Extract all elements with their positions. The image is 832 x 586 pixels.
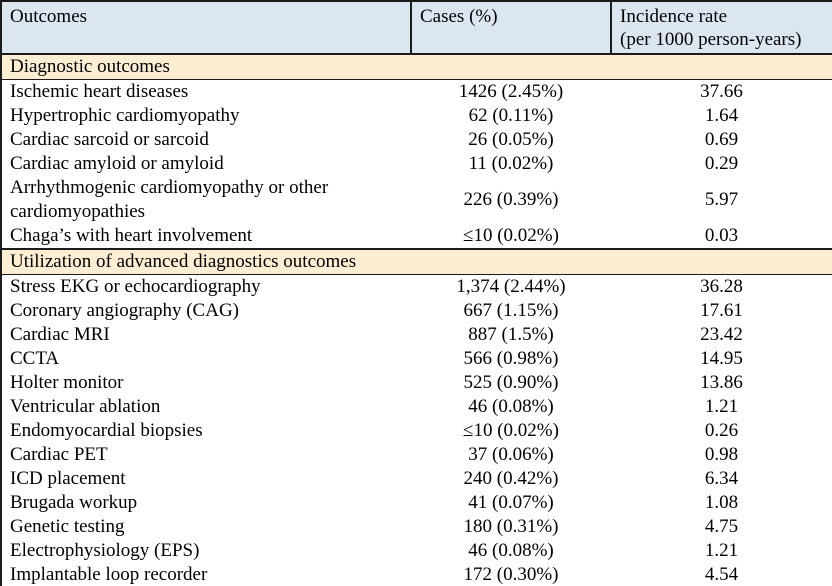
incidence-cell: 0.26	[704, 420, 739, 441]
cases-cell: 240 (0.42%)	[463, 468, 559, 489]
outcome-cell: Ischemic heart diseases	[10, 81, 189, 102]
outcome-cell: Coronary angiography (CAG)	[10, 300, 240, 321]
table-row: Stress EKG or echocardiography 1,374 (2.4…	[1, 275, 832, 300]
outcome-cell: Endomyocardial biopsies	[10, 420, 203, 441]
outcome-cell: CCTA	[10, 348, 60, 369]
header-row: Outcomes Cases (%) Incidence rate (per 1…	[1, 1, 832, 55]
outcome-cell: Electrophysiology (EPS)	[10, 540, 200, 561]
section-title: Utilization of advanced diagnostics outc…	[1, 248, 832, 275]
cases-cell: 226 (0.39%)	[463, 189, 559, 210]
incidence-cell: 36.28	[700, 276, 743, 297]
table-row: Ventricular ablation 46 (0.08%) 1.21	[1, 395, 832, 419]
cases-cell: 62 (0.11%)	[468, 105, 554, 126]
incidence-cell: 1.21	[704, 396, 739, 417]
table-row: Electrophysiology (EPS) 46 (0.08%) 1.21	[1, 539, 832, 563]
table-row: Chaga’s with heart involvement ≤10 (0.02%…	[1, 224, 832, 249]
incidence-cell: 14.95	[700, 348, 743, 369]
table-row: Implantable loop recorder 172 (0.30%) 4.54	[1, 563, 832, 586]
table-row: ICD placement 240 (0.42%) 6.34	[1, 467, 832, 491]
table-row: Coronary angiography (CAG) 667 (1.15%) 17.…	[1, 299, 832, 323]
table-row: Cardiac PET 37 (0.06%) 0.98	[1, 443, 832, 467]
incidence-rate-label: Incidence rate	[620, 6, 728, 27]
cases-cell: ≤10 (0.02%)	[463, 225, 559, 246]
cases-cell: 26 (0.05%)	[468, 129, 554, 150]
outcome-cell: Cardiac MRI	[10, 324, 110, 345]
table-row: Holter monitor 525 (0.90%) 13.86	[1, 371, 832, 395]
table-body: Diagnostic outcomes Ischemic heart diseas…	[1, 53, 832, 586]
table-row: Cardiac sarcoid or sarcoid 26 (0.05%) 0.69	[1, 128, 832, 152]
section-title: Diagnostic outcomes	[1, 53, 832, 80]
cases-cell: 525 (0.90%)	[463, 372, 559, 393]
cases-cell: 37 (0.06%)	[468, 444, 554, 465]
incidence-cell: 0.98	[704, 444, 739, 465]
outcome-cell: Cardiac sarcoid or sarcoid	[10, 129, 209, 150]
table-row: Cardiac MRI 887 (1.5%) 23.42	[1, 323, 832, 347]
table-row: Ischemic heart diseases 1426 (2.45%) 37.66	[1, 80, 832, 105]
cases-cell: 41 (0.07%)	[468, 492, 554, 513]
incidence-cell: 0.69	[704, 129, 739, 150]
cases-cell: 1426 (2.45%)	[458, 81, 564, 102]
column-header-incidence-rate: Incidence rate (per 1000 person-years)	[610, 1, 832, 55]
cases-cell: 180 (0.31%)	[463, 516, 559, 537]
incidence-cell: 5.97	[704, 189, 739, 210]
outcome-cell: Chaga’s with heart involvement	[10, 225, 253, 246]
outcome-cell: Cardiac amyloid or amyloid	[10, 153, 224, 174]
column-header-outcomes: Outcomes	[1, 1, 411, 55]
outcome-cell: Brugada workup	[10, 492, 138, 513]
section-header-row: Utilization of advanced diagnostics outc…	[1, 248, 832, 275]
incidence-cell: 13.86	[700, 372, 743, 393]
section-header-row: Diagnostic outcomes	[1, 53, 832, 80]
incidence-cell: 4.75	[704, 516, 739, 537]
cases-cell: 172 (0.30%)	[463, 564, 559, 585]
incidence-cell: 37.66	[700, 81, 743, 102]
table-row: Cardiac amyloid or amyloid 11 (0.02%) 0.29	[1, 152, 832, 176]
incidence-cell: 1.08	[704, 492, 739, 513]
incidence-cell: 23.42	[700, 324, 743, 345]
outcome-cell: Arrhythmogenic cardiomyopathy or other c…	[10, 177, 329, 222]
table-row: Arrhythmogenic cardiomyopathy or other c…	[1, 176, 832, 224]
incidence-cell: 4.54	[704, 564, 739, 585]
outcome-cell: ICD placement	[10, 468, 126, 489]
table-header: Outcomes Cases (%) Incidence rate (per 1…	[1, 1, 832, 55]
incidence-rate-sublabel: (per 1000 person-years)	[620, 29, 802, 50]
outcome-cell: Cardiac PET	[10, 444, 108, 465]
cases-cell: 46 (0.08%)	[468, 540, 554, 561]
table-row: Brugada workup 41 (0.07%) 1.08	[1, 491, 832, 515]
incidence-cell: 0.29	[704, 153, 739, 174]
table-row: Genetic testing 180 (0.31%) 4.75	[1, 515, 832, 539]
table-row: Hypertrophic cardiomyopathy 62 (0.11%) 1.6…	[1, 104, 832, 128]
cases-cell: 1,374 (2.44%)	[456, 276, 566, 297]
column-header-cases: Cases (%)	[410, 1, 611, 55]
incidence-cell: 17.61	[700, 300, 743, 321]
cases-cell: 667 (1.15%)	[463, 300, 559, 321]
incidence-cell: 1.64	[704, 105, 739, 126]
cases-cell: 566 (0.98%)	[463, 348, 559, 369]
incidence-cell: 1.21	[704, 540, 739, 561]
cases-cell: 11 (0.02%)	[468, 153, 554, 174]
outcome-cell: Stress EKG or echocardiography	[10, 276, 261, 297]
incidence-cell: 6.34	[704, 468, 739, 489]
cases-cell: 46 (0.08%)	[468, 396, 554, 417]
table-row: Endomyocardial biopsies ≤10 (0.02%) 0.26	[1, 419, 832, 443]
outcome-cell: Genetic testing	[10, 516, 125, 537]
outcome-cell: Hypertrophic cardiomyopathy	[10, 105, 240, 126]
table-row: CCTA 566 (0.98%) 14.95	[1, 347, 832, 371]
outcome-cell: Holter monitor	[10, 372, 124, 393]
incidence-cell: 0.03	[704, 225, 739, 246]
cases-cell: ≤10 (0.02%)	[463, 420, 559, 441]
outcome-cell: Ventricular ablation	[10, 396, 161, 417]
outcome-cell: Implantable loop recorder	[10, 564, 208, 585]
cases-cell: 887 (1.5%)	[468, 324, 554, 345]
